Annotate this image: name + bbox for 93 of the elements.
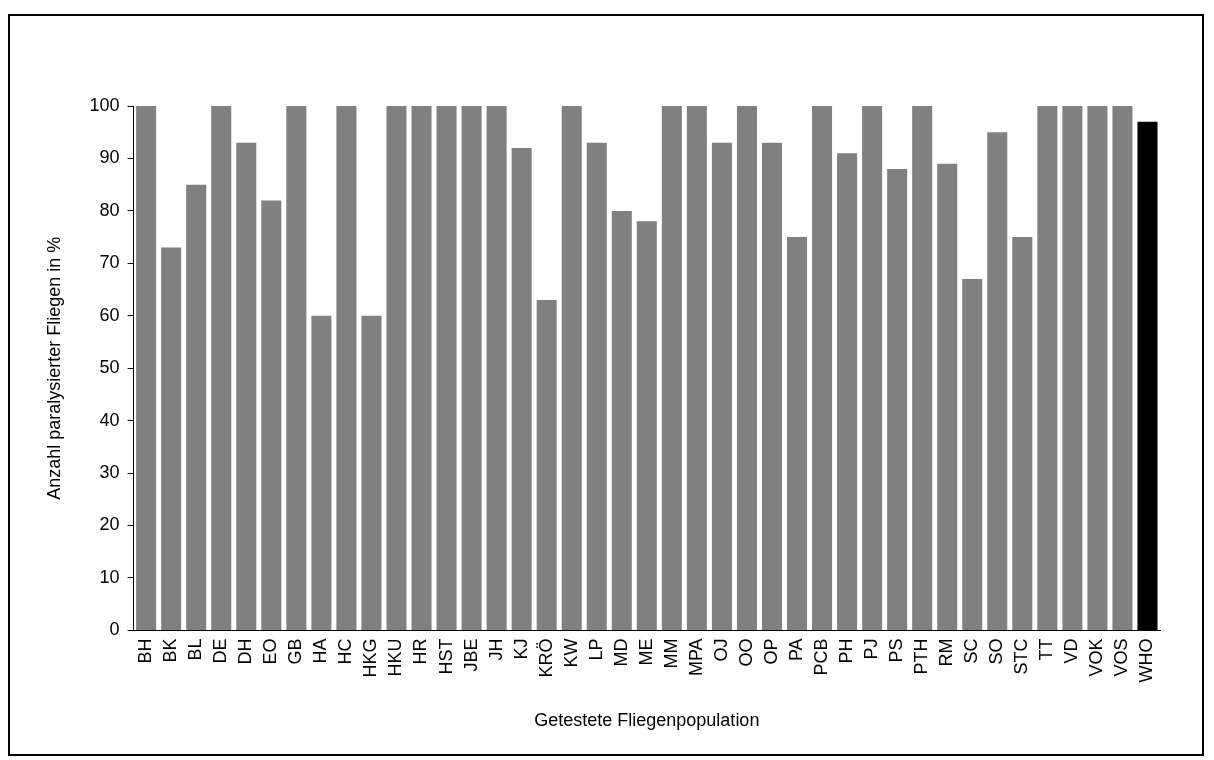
bar xyxy=(787,237,808,630)
bar xyxy=(711,142,732,630)
bar xyxy=(461,106,482,630)
x-tick-label: BH xyxy=(135,638,156,664)
bar xyxy=(261,200,282,630)
bar xyxy=(311,315,332,630)
x-tick-label: BL xyxy=(185,638,206,661)
x-tick-label: PJ xyxy=(861,638,882,660)
bar xyxy=(186,184,207,630)
x-tick-label: PTH xyxy=(911,638,932,675)
x-tick-label: ME xyxy=(635,638,656,666)
x-tick-label: MD xyxy=(610,638,631,667)
bar xyxy=(486,106,507,630)
x-tick-label: SC xyxy=(961,638,982,664)
x-tick-label: JBE xyxy=(460,638,481,672)
bar xyxy=(887,168,908,630)
y-axis-title: Anzahl paralysierter Fliegen in % xyxy=(43,236,64,500)
bar xyxy=(436,106,457,630)
x-tick-label: MM xyxy=(660,638,681,669)
x-tick-label: HC xyxy=(335,638,356,665)
bar xyxy=(1037,106,1058,630)
bar xyxy=(862,106,883,630)
bar xyxy=(536,300,557,630)
bar xyxy=(286,106,307,630)
bar xyxy=(1112,106,1133,630)
bar xyxy=(1062,106,1083,630)
bar xyxy=(211,106,232,630)
y-tick-label: 60 xyxy=(99,304,120,325)
bar xyxy=(912,106,933,630)
x-tick-label: MPA xyxy=(685,638,706,677)
y-tick-label: 20 xyxy=(99,514,120,535)
x-tick-label: PCB xyxy=(811,638,832,676)
bar xyxy=(411,106,432,630)
x-tick-label: LP xyxy=(585,638,606,661)
bar xyxy=(661,106,682,630)
x-axis-title: Getestete Fliegenpopulation xyxy=(534,710,760,731)
x-tick-label: RM xyxy=(936,638,957,667)
x-tick-label: KW xyxy=(560,638,581,668)
x-tick-label: SO xyxy=(986,638,1007,665)
x-tick-label: DH xyxy=(235,638,256,665)
bar xyxy=(987,132,1008,630)
y-tick-label: 100 xyxy=(89,94,120,115)
bar xyxy=(561,106,582,630)
bar xyxy=(761,142,782,630)
x-tick-label: OO xyxy=(735,638,756,667)
x-tick-label: OP xyxy=(760,638,781,665)
bar xyxy=(1087,106,1108,630)
bar xyxy=(511,147,532,630)
x-tick-label: WHO xyxy=(1136,638,1157,683)
x-tick-label: STC xyxy=(1011,638,1032,675)
x-tick-label: GB xyxy=(285,638,306,665)
bar xyxy=(1012,237,1033,630)
x-tick-label: VOK xyxy=(1086,638,1107,677)
x-tick-label: HKU xyxy=(385,638,406,677)
y-tick-label: 70 xyxy=(99,252,120,273)
y-tick-label: 30 xyxy=(99,462,120,483)
bar xyxy=(962,279,983,630)
x-tick-label: HA xyxy=(310,638,331,664)
bar xyxy=(586,142,607,630)
x-tick-label: PH xyxy=(836,638,857,664)
x-tick-label: BK xyxy=(160,638,181,663)
y-tick-label: 80 xyxy=(99,199,120,220)
bar xyxy=(736,106,757,630)
bar xyxy=(386,106,407,630)
x-tick-label: PA xyxy=(785,638,806,662)
y-tick-label: 50 xyxy=(99,357,120,378)
x-tick-label: TT xyxy=(1036,638,1057,661)
x-tick-label: PS xyxy=(886,638,907,663)
bar xyxy=(686,106,707,630)
x-tick-label: DE xyxy=(210,638,231,664)
bar xyxy=(361,315,382,630)
bar xyxy=(937,163,958,630)
y-tick-label: 90 xyxy=(99,147,120,168)
x-tick-label: HR xyxy=(410,638,431,665)
x-tick-label: JH xyxy=(485,638,506,661)
y-tick-label: 40 xyxy=(99,409,120,430)
y-tick-label: 0 xyxy=(109,619,120,640)
bar xyxy=(636,221,657,630)
bar xyxy=(812,106,833,630)
bar xyxy=(336,106,357,630)
bar xyxy=(236,142,257,630)
bar xyxy=(611,210,632,630)
bar xyxy=(837,153,858,630)
x-tick-label: HKG xyxy=(360,638,381,678)
x-tick-label: VD xyxy=(1061,638,1082,664)
x-tick-label: VOS xyxy=(1111,638,1132,677)
y-tick-label: 10 xyxy=(99,566,120,587)
bar xyxy=(161,247,182,630)
x-tick-label: EO xyxy=(260,638,281,665)
x-tick-label: KJ xyxy=(510,638,531,660)
x-tick-label: OJ xyxy=(710,638,731,662)
x-tick-label: HST xyxy=(435,638,456,675)
x-tick-label: KRÖ xyxy=(535,638,556,678)
